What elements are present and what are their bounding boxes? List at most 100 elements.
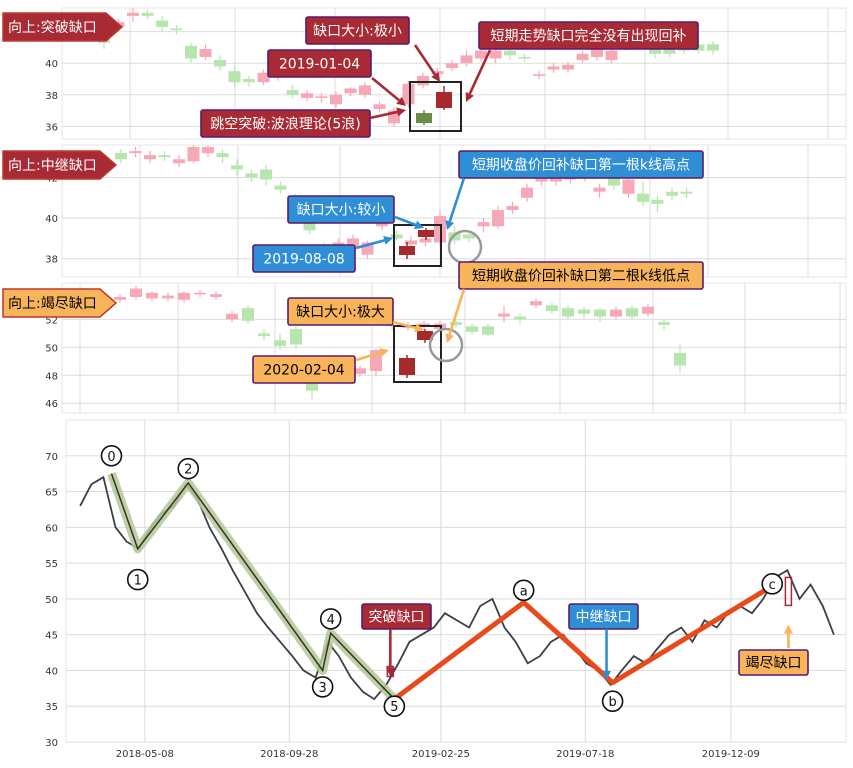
label-wave-1-bg: [200, 109, 371, 138]
wave-label-c: c: [761, 573, 784, 595]
candle: [680, 187, 693, 198]
y-tick-label: 48: [45, 371, 58, 382]
candle: [178, 291, 190, 303]
wave-label-1: 1: [126, 568, 149, 591]
candle-body: [242, 308, 254, 321]
candle-body: [129, 151, 142, 154]
label-gap-size-2-text: 缺口大小:较小: [297, 203, 386, 219]
x-tick-label: 2019-12-09: [702, 749, 760, 760]
wave-label-4: 4: [319, 608, 342, 630]
candle: [290, 326, 302, 349]
candle: [576, 50, 589, 64]
candle-body: [315, 96, 328, 98]
arrow-fill-2: [445, 177, 466, 230]
wave-label-3: 3: [311, 676, 334, 698]
gap-callout-1: 突破缺口: [361, 603, 432, 630]
candle-body: [373, 104, 386, 110]
candle-body: [460, 55, 473, 64]
y-tick-label: 60: [45, 523, 58, 534]
gap-candle-2b: [418, 228, 434, 240]
wave-label-text: 1: [134, 574, 142, 589]
candle: [202, 145, 214, 158]
candle: [498, 305, 510, 323]
arrow-fill-3-head: [445, 333, 454, 343]
candle-panel-3: 46 48 50 52: [45, 282, 847, 414]
candle: [115, 149, 127, 164]
candle: [605, 47, 618, 64]
candle: [593, 183, 606, 198]
candle: [141, 9, 154, 20]
candle: [506, 201, 519, 215]
gap-candle-2a: [399, 242, 415, 259]
y-tick-label: 40: [45, 59, 58, 70]
x-tick-label: 2019-07-18: [556, 749, 614, 760]
candle-body: [489, 50, 502, 59]
candle: [170, 25, 183, 35]
candle-body: [642, 306, 654, 314]
label-date-1-bg: [267, 49, 372, 78]
wave-label-circle: [126, 568, 149, 591]
candle-body: [658, 322, 670, 325]
candle: [286, 85, 299, 98]
y-tick-label: 30: [45, 738, 58, 749]
candle-body: [114, 296, 126, 300]
y-tick-label: 50: [45, 595, 58, 606]
y-tick-label: 35: [45, 702, 58, 713]
candle-body: [622, 179, 635, 194]
candle-body: [185, 45, 197, 59]
candle-body: [144, 155, 156, 160]
candle-panel-2: 384042: [45, 144, 847, 278]
candle-body: [674, 352, 686, 366]
candle-body: [521, 187, 533, 198]
arrow-fill-2-shaft: [448, 177, 466, 222]
candle: [402, 80, 415, 108]
candle: [226, 310, 238, 323]
candle-body: [594, 309, 606, 317]
arrow-date-3: [355, 348, 389, 362]
label-fill-2-text: 短期收盘价回补缺口第一根k线高点: [472, 157, 690, 174]
arrow-date-1: [371, 76, 406, 106]
candle: [129, 147, 142, 158]
gap-fill-circle-3: [428, 327, 464, 363]
arrow-date-2-shaft: [355, 239, 385, 250]
candle: [477, 218, 490, 233]
y-tick-label: 70: [45, 452, 58, 463]
gap-callout-3-text: 竭尽缺口: [746, 656, 802, 672]
candle: [258, 329, 270, 341]
candle-body: [417, 75, 429, 86]
candle-body: [651, 199, 664, 204]
candle: [274, 181, 287, 194]
label-date-3: 2020-02-04: [252, 355, 356, 384]
candle-body: [146, 292, 158, 299]
candle-body: [649, 49, 661, 54]
wave-label-text: a: [520, 584, 528, 599]
candle-body: [274, 185, 287, 190]
candle-body: [475, 50, 487, 59]
candle-body: [390, 234, 403, 239]
candle-body: [258, 333, 270, 337]
candle-body: [162, 295, 174, 299]
candle-body: [707, 44, 719, 51]
candle-body: [518, 56, 531, 59]
wave-label-circle: [512, 579, 535, 602]
arrow-gap-size-1-head: [431, 72, 440, 82]
candle-body: [418, 323, 430, 326]
wave-label-circle: [311, 676, 334, 698]
candle: [274, 333, 286, 351]
gap-candle-1b: [436, 86, 452, 110]
candle-body: [608, 177, 620, 186]
candle: [301, 90, 313, 102]
candle: [547, 63, 560, 73]
candle-body: [405, 240, 417, 245]
gap-callout-arrow-2-head: [602, 671, 612, 681]
label-fill-3-bg: [458, 261, 704, 290]
wave-label-text: 5: [390, 700, 398, 715]
arrow-gap-size-2-shaft: [394, 215, 417, 227]
x-tick-label: 2018-09-28: [260, 749, 318, 760]
candle: [173, 155, 185, 168]
label-date-1-text: 2019-01-04: [279, 57, 360, 73]
candle: [330, 91, 342, 108]
label-fill-3-text: 短期收盘价回补缺口第二根k线低点: [472, 268, 690, 285]
candle: [199, 44, 212, 61]
candle: [156, 15, 168, 32]
